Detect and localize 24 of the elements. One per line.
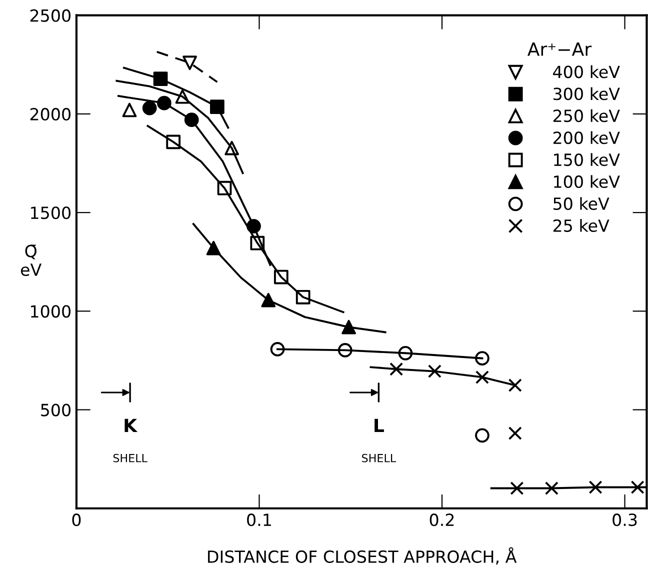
annotation: L: [374, 418, 384, 432]
legend-label: 25 keV: [553, 219, 610, 232]
x-axis-title: DISTANCE OF CLOSEST APPROACH, Å: [208, 547, 517, 565]
y-tick-label: 2000: [30, 108, 70, 121]
x-tick-label: 0: [72, 514, 81, 526]
annotation: SHELL: [362, 454, 396, 462]
legend-label: 200 keV: [553, 131, 620, 144]
annotation: SHELL: [113, 454, 148, 462]
x-tick-label: 0.2: [430, 514, 454, 526]
y-tick-label: 1500: [31, 206, 70, 220]
legend-label: 150 keV: [554, 153, 620, 166]
y-axis-title: Q̄ eV: [20, 244, 42, 276]
legend-label: 300 keV: [553, 87, 620, 100]
annotation: K: [124, 418, 138, 432]
legend-label: 250 keV: [553, 109, 620, 122]
x-tick-label: 0.1: [247, 514, 271, 526]
legend-label: 50 keV: [554, 197, 610, 210]
y-tick-label: 1000: [31, 305, 70, 318]
legend-label: 100 keV: [554, 175, 620, 188]
legend-title: Ar⁺−Ar: [528, 42, 592, 56]
y-tick-label: 500: [41, 404, 70, 416]
x-tick-label: 0.3: [612, 514, 637, 526]
legend-label: 400 keV: [553, 65, 620, 78]
y-tick-label: 2500: [30, 9, 70, 22]
